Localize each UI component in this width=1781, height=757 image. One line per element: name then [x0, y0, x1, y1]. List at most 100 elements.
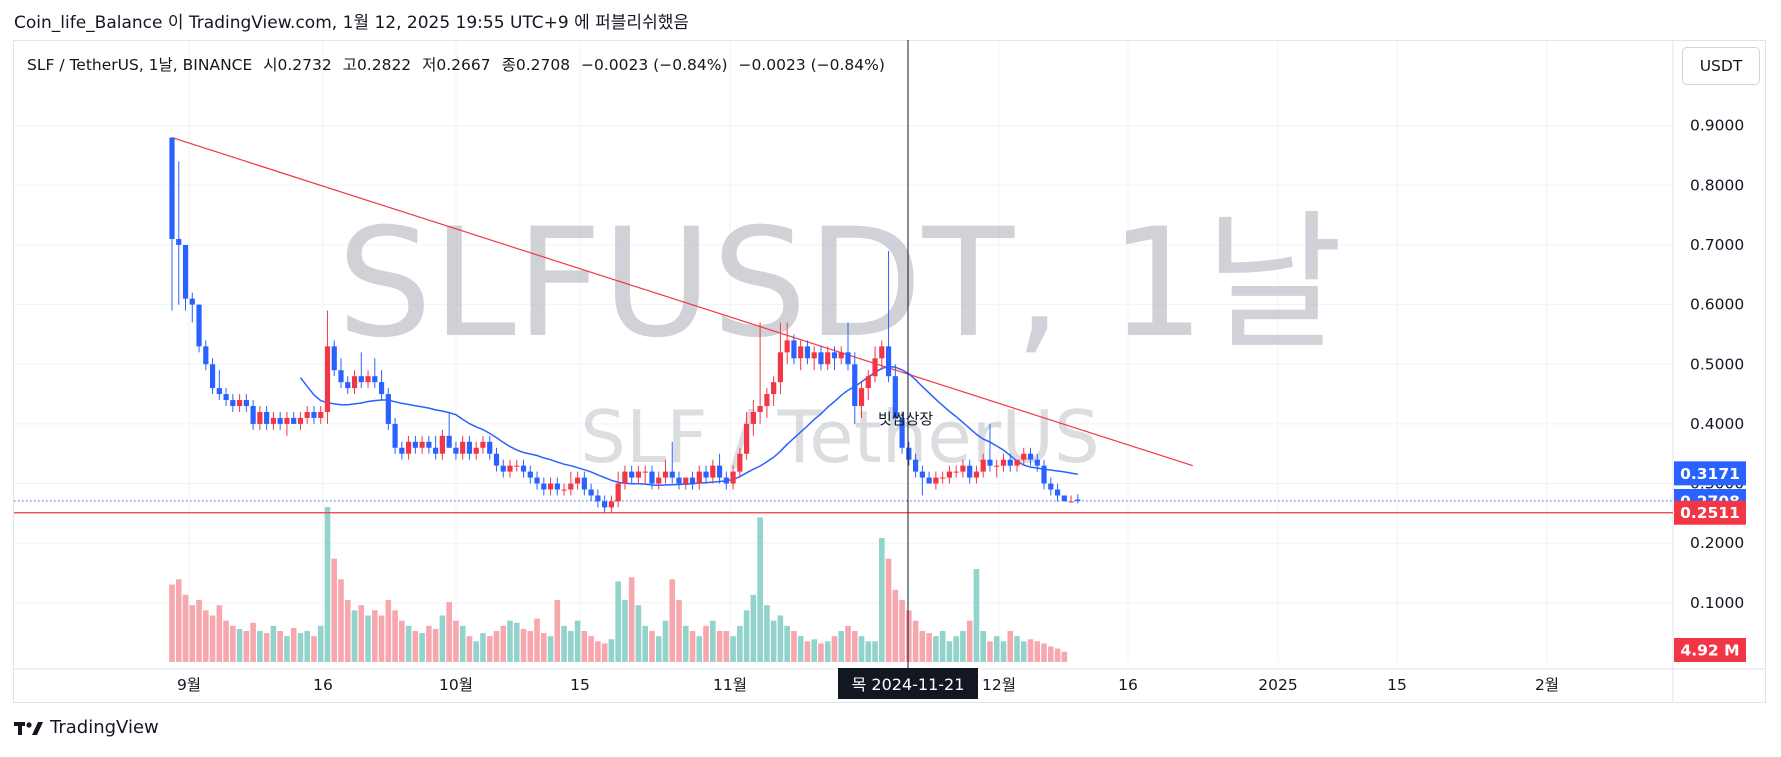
candle — [392, 417, 398, 454]
volume-bar — [351, 610, 358, 662]
volume-bar — [581, 631, 588, 662]
candle-body — [264, 411, 270, 424]
candle-body — [189, 298, 195, 305]
candle-body — [230, 400, 236, 407]
volume-bar — [473, 641, 479, 662]
ohlc-legend: SLF / TetherUS, 1날, BINANCE 시0.2732 고0.2… — [27, 53, 891, 75]
volume-bar — [196, 600, 202, 662]
volume-bar — [906, 610, 912, 662]
candle — [710, 459, 716, 484]
volume-bar — [385, 600, 392, 662]
legend-open: 0.2732 — [277, 56, 332, 74]
currency-button[interactable]: USDT — [1682, 47, 1760, 85]
candle-body — [1068, 501, 1074, 503]
candle-body — [324, 346, 331, 412]
candle-body — [879, 346, 885, 359]
candle-body — [534, 477, 540, 484]
volume-bar — [608, 639, 615, 662]
volume-bar — [520, 628, 527, 662]
volume-bar — [372, 610, 378, 662]
volume-bar — [703, 625, 709, 662]
candle — [831, 346, 838, 371]
volume-bar — [270, 625, 277, 662]
candle — [744, 411, 750, 460]
volume-bar — [1000, 641, 1007, 662]
price-label-ma: 0.3171 — [1674, 461, 1746, 486]
candle-body — [581, 477, 587, 490]
candle-body — [791, 340, 797, 359]
candle-body — [338, 370, 344, 383]
candle — [913, 453, 919, 478]
candle-body — [351, 376, 358, 389]
y-tick-label: 0.1000 — [1690, 594, 1744, 612]
candle-body — [669, 471, 675, 478]
candle — [825, 346, 831, 371]
volume-bar — [189, 605, 196, 662]
x-tick-label: 16 — [1118, 676, 1138, 694]
chart-frame — [13, 40, 1766, 703]
candle — [581, 471, 587, 496]
candle — [777, 322, 783, 395]
legend-low-label: 저 — [422, 56, 437, 74]
candle — [196, 304, 202, 353]
candle-body — [284, 417, 290, 424]
tradingview-brand[interactable]: TradingView — [14, 717, 159, 738]
volume-bar — [879, 538, 885, 662]
volume-bar — [777, 615, 784, 662]
volume-bar — [723, 631, 730, 662]
volume-bar — [750, 594, 757, 662]
candle-body — [1027, 453, 1034, 460]
candle-body — [270, 417, 276, 424]
volume-bar — [236, 628, 243, 662]
candle — [852, 352, 858, 424]
volume-bar — [568, 631, 574, 662]
candle — [419, 435, 425, 454]
candle — [372, 358, 378, 389]
candle-body — [683, 477, 689, 484]
candle-body — [608, 501, 614, 508]
candle-body — [676, 477, 682, 484]
candle-body — [825, 352, 831, 365]
candle — [223, 388, 229, 407]
candle-body — [635, 471, 642, 478]
candle — [1007, 453, 1013, 472]
candle-body — [885, 346, 892, 377]
volume-bar — [547, 636, 554, 662]
volume-bar — [412, 631, 419, 662]
candle-body — [304, 411, 310, 418]
candle — [331, 340, 337, 377]
volume-bar — [811, 639, 817, 662]
volume-bar — [993, 636, 1000, 662]
candle-body — [541, 483, 547, 490]
candle-body — [460, 441, 466, 454]
volume-bar — [365, 615, 371, 662]
candle-body — [378, 382, 385, 395]
y-tick-label: 0.5000 — [1690, 355, 1744, 373]
price-label-support: 0.2511 — [1674, 500, 1746, 525]
candle-body — [1014, 459, 1020, 466]
volume-bar — [919, 631, 926, 662]
candle-body — [216, 388, 222, 395]
candle — [1034, 453, 1040, 472]
volume-bar — [784, 625, 790, 662]
candle-body — [649, 471, 655, 484]
candle — [338, 358, 344, 389]
volume-bar — [304, 631, 310, 662]
volume-bar — [696, 636, 703, 662]
candle — [345, 376, 351, 395]
candle — [703, 465, 709, 484]
volume-bar — [764, 605, 770, 662]
candle-body — [466, 441, 473, 454]
candle — [406, 435, 412, 460]
volume-bar — [953, 636, 959, 662]
candle-body — [730, 471, 736, 484]
volume-bar — [507, 620, 513, 662]
candle-body — [365, 376, 371, 383]
candle-body — [493, 453, 500, 466]
volume-bar — [642, 625, 648, 662]
candle — [750, 400, 756, 436]
candle — [635, 465, 642, 484]
candle — [493, 447, 500, 472]
candle-body — [689, 477, 696, 484]
